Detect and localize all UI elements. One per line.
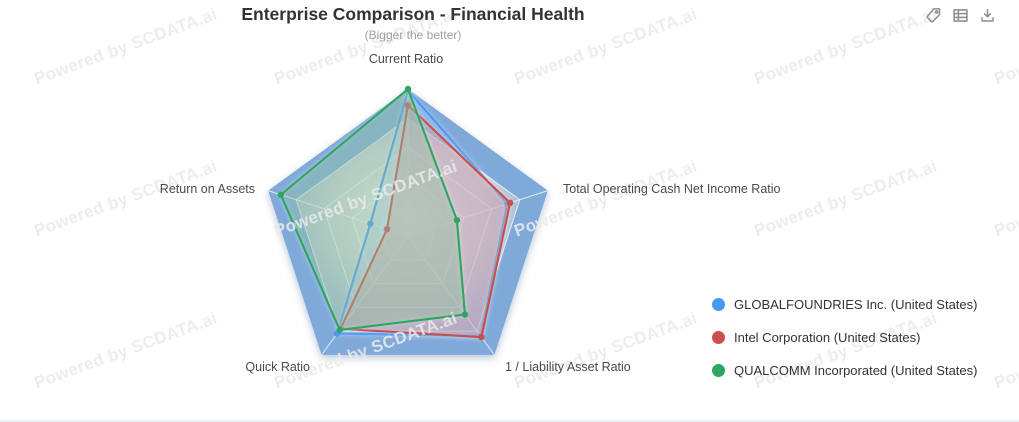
legend-label: GLOBALFOUNDRIES Inc. (United States) [734,297,978,312]
data-point [478,333,485,341]
legend-swatch-icon [712,364,725,377]
data-table-icon [953,8,968,22]
chart-subtitle: (Bigger the better) [364,28,462,42]
download-icon-button[interactable] [979,6,997,24]
data-point [461,311,469,318]
legend: GLOBALFOUNDRIES Inc. (United States) Inte… [712,297,977,378]
axis-label-total-operating-cash-net-income-ratio: Total Operating Cash Net Income Ratio [563,182,781,196]
legend-item[interactable]: GLOBALFOUNDRIES Inc. (United States) [712,297,977,312]
data-point [336,326,343,334]
series-polygon-2[interactable] [279,87,467,332]
tag-icon-button[interactable] [925,6,943,24]
data-point [277,191,284,198]
data-table-icon-button[interactable] [952,6,970,24]
page-title: Enterprise Comparison - Financial Health [241,4,585,24]
legend-label: Intel Corporation (United States) [734,330,921,345]
axis-label-quick-ratio: Quick Ratio [245,360,310,374]
legend-item[interactable]: QUALCOMM Incorporated (United States) [712,363,977,378]
axis-label-current-ratio: Current Ratio [368,52,444,66]
legend-swatch-icon [712,331,725,344]
tag-icon [926,7,941,22]
data-point [506,199,514,206]
axis-label-liability-asset-ratio: 1 / Liability Asset Ratio [505,360,631,374]
chart-toolbar [925,6,997,24]
data-point [453,216,461,224]
data-point [404,85,412,93]
download-icon [981,8,994,22]
legend-label: QUALCOMM Incorporated (United States) [734,363,978,378]
legend-swatch-icon [712,298,725,311]
axis-label-return-on-assets: Return on Assets [159,182,255,196]
chart-header: Enterprise Comparison - Financial Health… [241,4,584,42]
legend-item[interactable]: Intel Corporation (United States) [712,330,977,345]
